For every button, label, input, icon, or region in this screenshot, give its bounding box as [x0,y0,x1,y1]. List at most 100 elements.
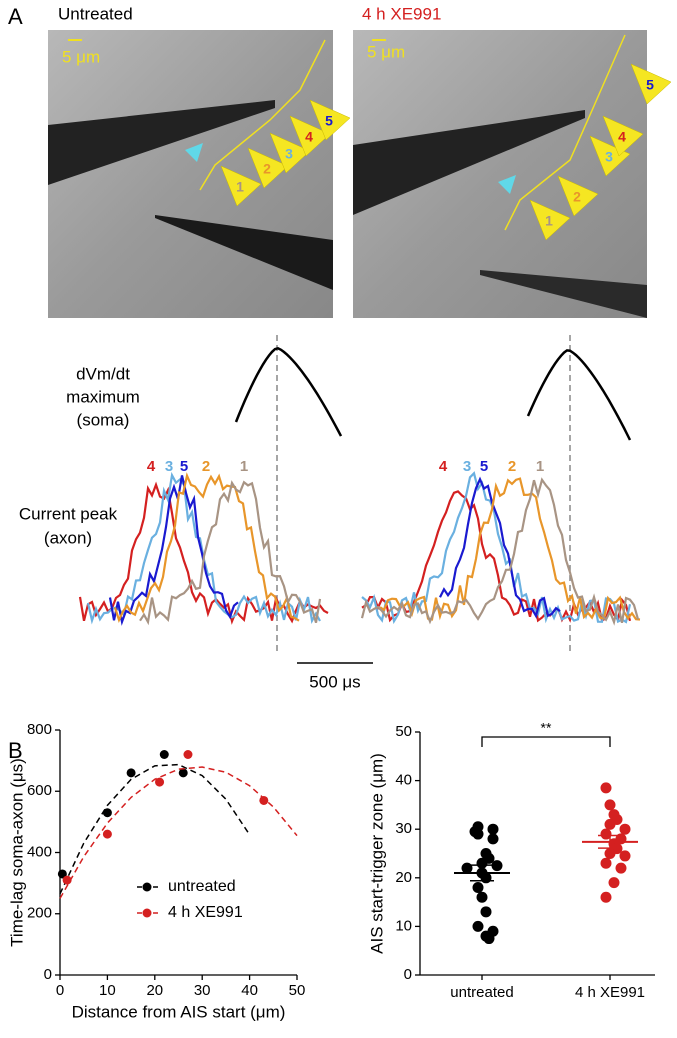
trace-label: (axon) [44,528,92,547]
y-axis-label: AIS start-trigger zone (μm) [367,753,386,954]
legend-marker [142,908,152,918]
arrow-number: 2 [573,189,581,205]
data-point [155,777,165,787]
arrowhead [602,115,644,157]
data-point [619,850,631,862]
trace-number: 1 [240,458,248,475]
y-tick-label: 200 [27,905,52,922]
axon-trace [379,477,641,621]
fit-line [59,763,251,895]
panel-label: A [8,4,23,29]
trace-label: (soma) [77,410,130,429]
trace-label: Current peak [19,504,118,523]
trace-number: 2 [508,458,516,475]
data-point [472,920,484,932]
legend-label: 4 h XE991 [168,904,243,921]
trace-number: 5 [480,458,488,475]
arrowhead [220,165,262,207]
y-tick-label: 600 [27,782,52,799]
trace-number: 4 [439,458,448,475]
soma-trace [234,346,343,437]
data-point [126,768,136,778]
data-point [476,857,488,869]
y-tick-label: 30 [395,820,412,837]
x-tick-label: 50 [289,982,306,999]
pipette [480,270,647,318]
data-point [619,823,631,835]
axon-trace [504,34,626,231]
y-axis-label: Time-lag soma-axon (μs) [7,758,26,947]
data-point [615,862,627,874]
arrow-number: 5 [325,113,333,129]
data-point [472,882,484,894]
y-tick-label: 50 [395,723,412,740]
data-point [102,829,112,839]
arrow-number: 4 [305,129,313,145]
significance-bracket [481,736,611,747]
soma-trace [526,349,632,441]
scale-label: 5 μm [367,42,405,61]
data-point [487,833,499,845]
y-tick-label: 400 [27,843,52,860]
data-point [461,862,473,874]
pipette [155,215,333,290]
y-tick-label: 0 [44,966,52,983]
cyan-arrow [185,143,203,162]
arrow-number: 3 [605,149,613,165]
legend-marker [142,882,152,892]
x-tick-label: 10 [99,982,116,999]
data-point [57,869,67,879]
y-tick-label: 800 [27,721,52,738]
data-point [472,828,484,840]
data-point [604,848,616,859]
x-tick-label: untreated [450,984,513,1001]
data-point [608,877,620,889]
axon-trace [108,475,239,626]
trace-number: 2 [202,458,210,475]
trace-label: maximum [66,387,140,406]
x-axis-label: Distance from AIS start (μm) [72,1002,286,1021]
data-point [183,750,193,759]
legend-label: untreated [168,878,236,895]
trace-label: dVm/dt [76,364,130,383]
y-tick-label: 0 [404,966,412,983]
trace-number: 3 [165,458,173,475]
data-point [480,906,492,918]
data-point [600,891,612,903]
data-point [102,808,112,818]
y-tick-label: 40 [395,772,412,789]
panel-label: B [8,738,23,763]
data-point [476,891,488,903]
sem-bar [598,834,622,849]
arrow-number: 5 [646,77,654,93]
axon-trace [199,39,326,191]
image-label: Untreated [58,4,133,23]
arrowhead [557,175,599,217]
cyan-arrow [498,175,516,194]
data-point [483,933,495,945]
time-scale-label: 500 μs [309,672,360,691]
arrow-number: 1 [545,213,553,229]
data-point [600,782,612,794]
sem-bar [470,864,494,882]
data-point [600,857,612,869]
y-tick-label: 10 [395,917,412,934]
data-point [487,823,499,835]
arrowhead [309,99,351,141]
arrowhead [529,199,571,241]
arrowhead [289,115,331,157]
arrowhead [589,135,631,177]
fit-line [59,766,298,899]
x-tick-label: 20 [146,982,163,999]
trace-number: 5 [180,458,188,475]
arrow-number: 1 [236,179,244,195]
arrowhead [630,63,672,105]
axon-trace [361,471,632,625]
arrow-number: 4 [618,129,626,145]
axon-trace [113,472,300,624]
arrowhead [247,147,289,189]
axon-trace [139,480,322,626]
pipette [48,100,275,185]
x-tick-label: 40 [241,982,258,999]
